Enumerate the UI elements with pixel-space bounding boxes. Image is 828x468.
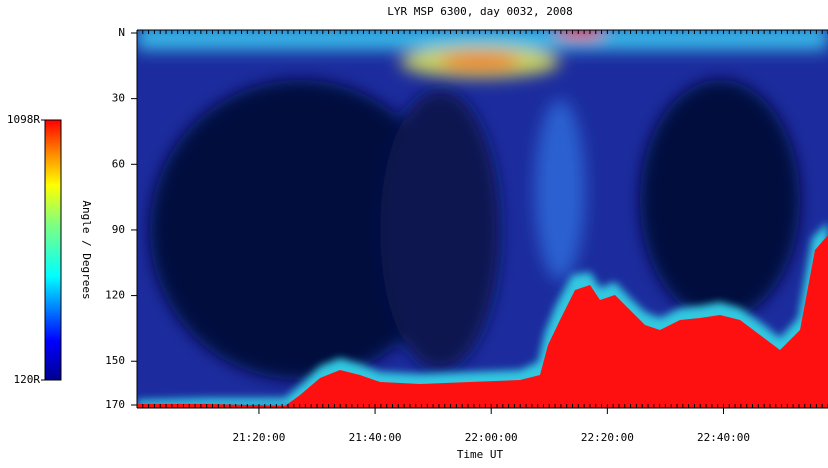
x-axis-label: Time UT	[457, 448, 504, 461]
y-tick-label: 90	[112, 223, 125, 236]
aurora-saturated	[137, 235, 828, 408]
chart-title: LYR MSP 6300, day 0032, 2008	[387, 5, 572, 18]
dark-regions	[150, 80, 800, 380]
y-tick-label: 30	[112, 92, 125, 105]
colorbar-tick-label: 120R	[14, 373, 41, 386]
keogram	[137, 30, 828, 408]
y-axis-label: Angle / Degrees	[80, 200, 93, 299]
colorbar-tick-label: 1098R	[7, 113, 40, 126]
y-tick-label: 150	[105, 354, 125, 367]
y-tick-label: 120	[105, 289, 125, 302]
bright-regions	[137, 30, 828, 280]
y-tick-label: 60	[112, 157, 125, 170]
y-tick-label: N	[118, 26, 125, 39]
x-tick-label: 22:40:00	[697, 431, 750, 444]
x-tick-label: 22:20:00	[581, 431, 634, 444]
y-tick-label: 170	[105, 398, 125, 411]
x-tick-label: 21:40:00	[349, 431, 402, 444]
x-tick-label: 22:00:00	[465, 431, 518, 444]
colorbar	[44, 119, 62, 381]
x-tick-label: 21:20:00	[232, 431, 285, 444]
